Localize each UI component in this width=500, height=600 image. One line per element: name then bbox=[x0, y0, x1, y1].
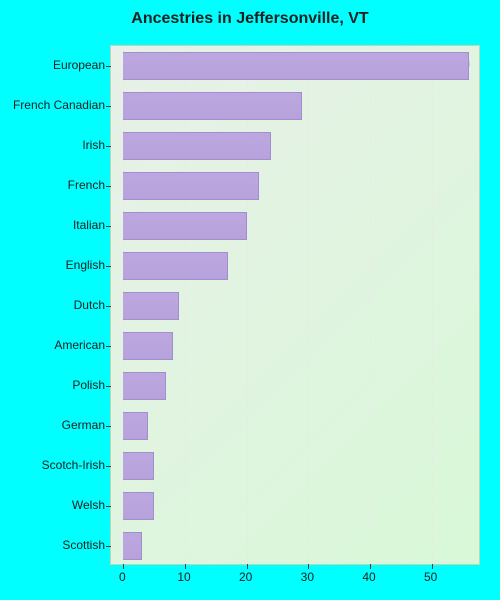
x-tick-label: 40 bbox=[362, 570, 375, 584]
gridline bbox=[247, 46, 248, 564]
bar bbox=[123, 292, 179, 320]
bar bbox=[123, 132, 271, 160]
y-tick bbox=[106, 146, 111, 147]
x-tick-label: 10 bbox=[177, 570, 190, 584]
y-tick-label: Scottish bbox=[62, 538, 105, 552]
y-tick bbox=[106, 426, 111, 427]
y-tick bbox=[106, 306, 111, 307]
y-tick bbox=[106, 226, 111, 227]
bar bbox=[123, 332, 172, 360]
y-tick bbox=[106, 106, 111, 107]
bar bbox=[123, 452, 154, 480]
y-tick-label: French bbox=[68, 178, 105, 192]
gridline bbox=[308, 46, 309, 564]
x-tick bbox=[432, 564, 433, 569]
y-tick bbox=[106, 506, 111, 507]
y-tick-label: German bbox=[62, 418, 105, 432]
x-tick bbox=[185, 564, 186, 569]
y-tick-label: European bbox=[53, 58, 105, 72]
x-tick-label: 30 bbox=[301, 570, 314, 584]
y-tick-label: Italian bbox=[73, 218, 105, 232]
bar bbox=[123, 172, 259, 200]
bar bbox=[123, 532, 142, 560]
chart-title: Ancestries in Jeffersonville, VT bbox=[0, 10, 500, 28]
y-tick bbox=[106, 546, 111, 547]
x-tick bbox=[308, 564, 309, 569]
y-tick-label: Dutch bbox=[74, 298, 105, 312]
x-tick bbox=[370, 564, 371, 569]
y-axis-labels: European French Canadian Irish French Italia… bbox=[0, 45, 105, 565]
gridline bbox=[185, 46, 186, 564]
y-tick bbox=[106, 186, 111, 187]
bar bbox=[123, 52, 468, 80]
x-tick bbox=[123, 564, 124, 569]
x-tick-label: 50 bbox=[424, 570, 437, 584]
y-tick-label: American bbox=[54, 338, 105, 352]
bar bbox=[123, 412, 148, 440]
y-tick-label: Polish bbox=[72, 378, 105, 392]
gridline bbox=[432, 46, 433, 564]
y-tick bbox=[106, 266, 111, 267]
bar bbox=[123, 372, 166, 400]
y-tick bbox=[106, 66, 111, 67]
y-tick-label: Irish bbox=[82, 138, 105, 152]
y-tick bbox=[106, 386, 111, 387]
y-tick-label: English bbox=[66, 258, 105, 272]
y-tick bbox=[106, 466, 111, 467]
gridline bbox=[370, 46, 371, 564]
plot-area: City-Data.com bbox=[110, 45, 480, 565]
bar bbox=[123, 92, 302, 120]
x-tick bbox=[247, 564, 248, 569]
bar bbox=[123, 252, 228, 280]
x-tick-label: 20 bbox=[239, 570, 252, 584]
bar bbox=[123, 492, 154, 520]
x-axis-labels: 0 10 20 30 40 50 bbox=[110, 570, 480, 590]
y-tick bbox=[106, 346, 111, 347]
y-tick-label: Welsh bbox=[72, 498, 105, 512]
x-tick-label: 0 bbox=[119, 570, 126, 584]
bar bbox=[123, 212, 246, 240]
y-tick-label: French Canadian bbox=[13, 98, 105, 112]
y-tick-label: Scotch-Irish bbox=[42, 458, 105, 472]
